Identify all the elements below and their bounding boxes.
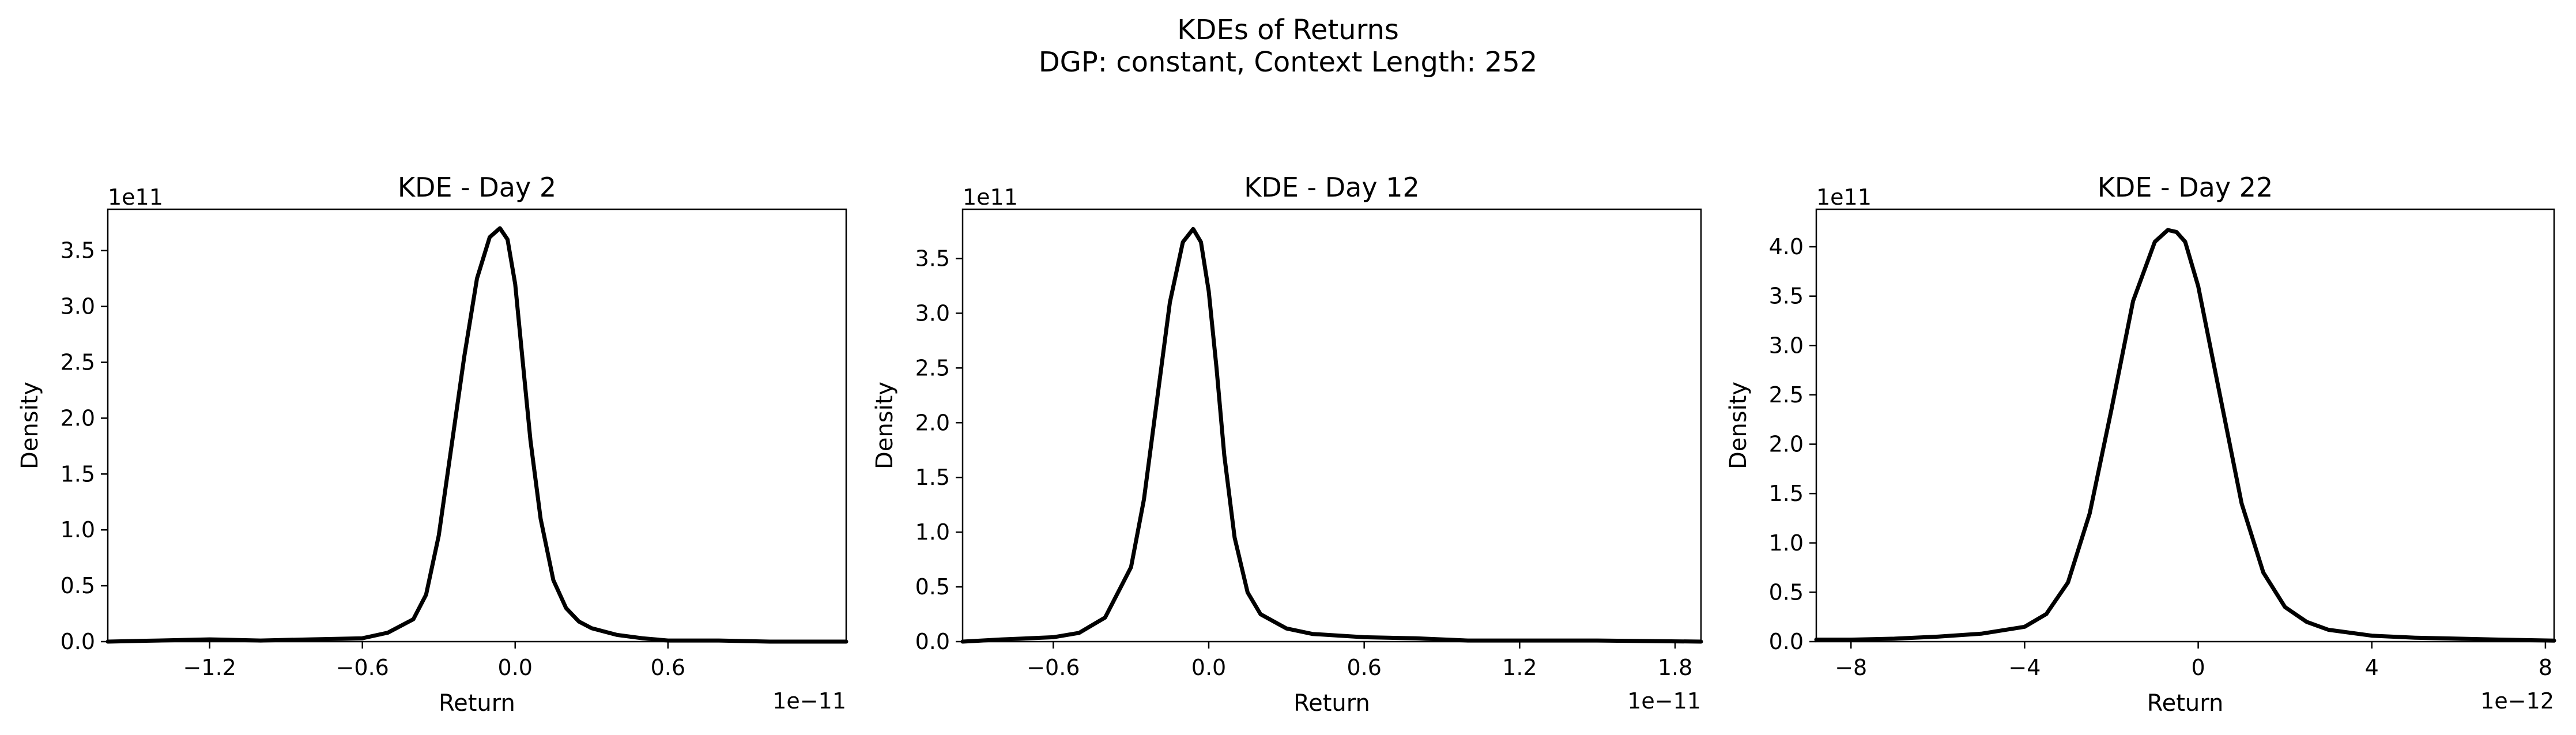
y-tick-label: 1.0	[915, 519, 950, 545]
y-tick-label: 2.5	[915, 355, 950, 380]
x-tick-label: 1.8	[1658, 655, 1692, 680]
y-axis-label: Density	[17, 382, 43, 469]
y-tick-label: 3.0	[915, 300, 950, 326]
figure-subtitle: DGP: constant, Context Length: 252	[1038, 46, 1538, 78]
x-tick-label: 0.0	[498, 655, 533, 680]
x-tick-label: −0.6	[336, 655, 389, 680]
x-tick-label: 0.6	[651, 655, 685, 680]
y-tick-label: 1.5	[1769, 481, 1804, 506]
x-tick-label: 1.2	[1502, 655, 1537, 680]
kde-panel-2: −0.6 0.0 0.6 1.2 1.8 0.0 0.5 1.0 1.5 2.0 2.5 3.0 3.5…	[872, 172, 1703, 717]
y-tick-label: 2.0	[915, 410, 950, 435]
x-offset-text: 1e−11	[1627, 688, 1701, 714]
y-tick-label: 2.5	[1769, 382, 1804, 408]
axes-frame	[961, 208, 1702, 643]
y-tick-label: 1.5	[915, 465, 950, 490]
y-tick-label: 1.0	[1769, 530, 1804, 556]
y-axis-label: Density	[1725, 382, 1752, 469]
axes-frame	[107, 208, 847, 643]
y-offset-text: 1e11	[963, 184, 1018, 210]
panel-title: KDE - Day 12	[1244, 172, 1419, 203]
x-axis-label: Return	[1293, 690, 1370, 717]
kde-panel-1: −1.2 −0.6 0.0 0.6 0.0 0.5 1.0 1.5 2.0 2.5 3.0 3.5 KD…	[17, 172, 848, 717]
y-tick-label: 2.0	[61, 405, 95, 431]
y-tick-label: 2.5	[61, 350, 95, 375]
y-tick-label: 0.0	[61, 629, 95, 654]
kde-panel-3: −8 −4 0 4 8 0.0 0.5 1.0 1.5 2.0 2.5 3.0 3.5 4.0 KDE - …	[1725, 172, 2556, 717]
panel-title: KDE - Day 22	[2098, 172, 2273, 203]
x-tick-label: 0.6	[1347, 655, 1381, 680]
y-offset-text: 1e11	[1816, 184, 1872, 210]
x-tick-label: −1.2	[183, 655, 236, 680]
y-tick-label: 2.0	[1769, 432, 1804, 457]
x-axis-label: Return	[2147, 690, 2224, 717]
kde-line	[960, 227, 1703, 644]
y-axis-label: Density	[872, 382, 898, 469]
y-tick-label: 3.5	[915, 246, 950, 271]
figure-title: KDEs of Returns	[1177, 14, 1399, 46]
y-tick-label: 3.5	[61, 238, 95, 263]
x-tick-label: 4	[2365, 655, 2379, 680]
x-tick-label: −0.6	[1027, 655, 1080, 680]
y-tick-label: 3.0	[1769, 333, 1804, 358]
y-tick-label: 1.0	[61, 517, 95, 542]
x-tick-label: 0	[2191, 655, 2205, 680]
axes-frame	[1815, 208, 2555, 643]
y-tick-label: 0.0	[1769, 629, 1804, 654]
y-tick-label: 4.0	[1769, 234, 1804, 259]
kde-line	[105, 226, 848, 644]
x-tick-label: 8	[2539, 655, 2552, 680]
y-tick-label: 3.5	[1769, 284, 1804, 309]
y-offset-text: 1e11	[108, 184, 163, 210]
y-tick-label: 1.5	[61, 461, 95, 487]
y-tick-label: 0.5	[1769, 579, 1804, 605]
y-tick-label: 0.5	[61, 573, 95, 598]
y-tick-label: 3.0	[61, 294, 95, 319]
x-offset-text: 1e−12	[2480, 688, 2554, 714]
panel-title: KDE - Day 2	[398, 172, 556, 203]
x-offset-text: 1e−11	[772, 688, 846, 714]
kde-line	[1814, 228, 2556, 643]
x-axis-label: Return	[439, 690, 515, 717]
y-tick-label: 0.5	[915, 574, 950, 600]
x-tick-label: 0.0	[1191, 655, 1226, 680]
x-tick-label: −4	[2008, 655, 2041, 680]
y-tick-label: 0.0	[915, 629, 950, 654]
x-tick-label: −8	[1835, 655, 1867, 680]
